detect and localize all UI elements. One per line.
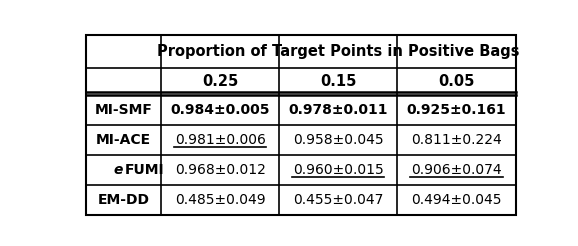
Text: MI-ACE: MI-ACE [96,133,151,147]
Text: Proportion of Target Points in Positive Bags: Proportion of Target Points in Positive … [157,44,520,59]
Text: 0.984±0.005: 0.984±0.005 [171,103,270,117]
Text: 0.455±0.047: 0.455±0.047 [293,193,384,207]
Text: e: e [114,163,123,177]
Text: 0.981±0.006: 0.981±0.006 [175,133,265,147]
Text: 0.811±0.224: 0.811±0.224 [411,133,502,147]
Text: 0.494±0.045: 0.494±0.045 [412,193,502,207]
Text: 0.960±0.015: 0.960±0.015 [293,163,384,177]
Text: MI-SMF: MI-SMF [94,103,152,117]
Text: 0.25: 0.25 [202,74,238,89]
Text: 0.978±0.011: 0.978±0.011 [288,103,388,117]
Text: 0.925±0.161: 0.925±0.161 [407,103,506,117]
Text: FUMI: FUMI [125,163,164,177]
Text: 0.968±0.012: 0.968±0.012 [175,163,265,177]
Text: 0.906±0.074: 0.906±0.074 [412,163,502,177]
Text: 0.485±0.049: 0.485±0.049 [175,193,265,207]
Text: EM-DD: EM-DD [97,193,149,207]
Text: 0.15: 0.15 [320,74,357,89]
Text: 0.958±0.045: 0.958±0.045 [293,133,384,147]
Text: 0.05: 0.05 [438,74,475,89]
